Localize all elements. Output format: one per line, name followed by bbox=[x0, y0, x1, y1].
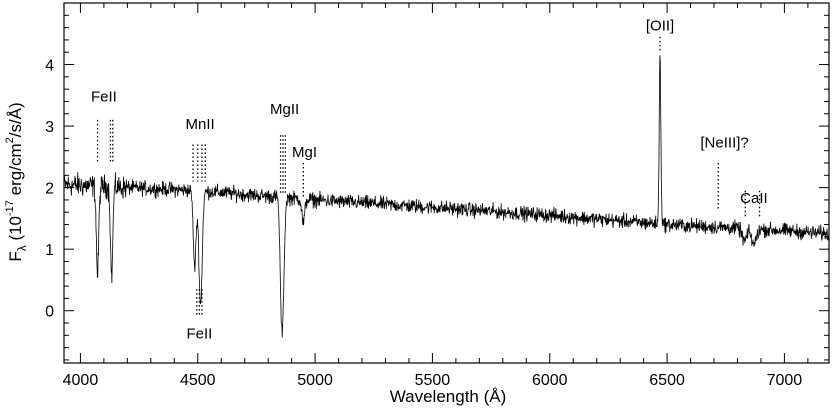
y-axis-title: Fλ (10-17 erg/cm2/s/Å) bbox=[4, 102, 29, 261]
line-annotation: [NeIII]? bbox=[700, 135, 749, 210]
line-label: FeII bbox=[91, 88, 117, 105]
line-annotation: [OII] bbox=[646, 18, 674, 53]
line-label: FeII bbox=[186, 325, 212, 342]
line-label: [NeIII]? bbox=[700, 135, 748, 152]
x-tick-label: 4500 bbox=[180, 372, 216, 389]
plot-frame bbox=[63, 2, 830, 364]
y-tick-label: 1 bbox=[45, 242, 54, 259]
line-annotation: FeII bbox=[91, 88, 117, 163]
y-axis-title-mid: erg/cm bbox=[6, 143, 25, 200]
axis-ticks bbox=[64, 3, 829, 363]
line-annotation: FeII bbox=[186, 289, 212, 342]
y-tick-label: 3 bbox=[45, 119, 54, 136]
x-tick-label: 6000 bbox=[532, 372, 568, 389]
y-axis-title-post: /s/Å) bbox=[6, 102, 25, 137]
y-tick-label: 4 bbox=[45, 58, 54, 75]
x-tick-label: 4000 bbox=[63, 372, 99, 389]
y-tick-label: 2 bbox=[45, 181, 54, 198]
y-tick-labels: 0 1 2 3 4 bbox=[45, 58, 54, 321]
x-tick-label: 5500 bbox=[415, 372, 451, 389]
line-label: CaII bbox=[740, 190, 768, 207]
line-annotation: MgII bbox=[270, 101, 299, 194]
x-tick-labels: 4000 4500 5000 5500 6000 6500 7000 bbox=[63, 372, 803, 389]
line-annotations: FeII MnII MgII MgI [OII] [NeIII]? CaII FeII bbox=[91, 18, 768, 343]
line-annotation: MgI bbox=[292, 144, 317, 197]
y-axis-title-exp: -17 bbox=[4, 200, 16, 216]
y-axis-title-base: F bbox=[6, 251, 25, 261]
line-label: MgI bbox=[292, 144, 317, 161]
x-tick-label: 5000 bbox=[297, 372, 333, 389]
y-axis-title-sub: λ bbox=[15, 245, 29, 251]
y-axis-title-pre: (10 bbox=[6, 216, 25, 245]
spectrum-line bbox=[63, 55, 830, 338]
x-axis-title: Wavelength (Å) bbox=[390, 387, 507, 406]
line-label: [OII] bbox=[646, 18, 674, 35]
y-axis-title-exp2: 2 bbox=[4, 137, 16, 143]
x-tick-label: 7000 bbox=[767, 372, 803, 389]
x-tick-label: 6500 bbox=[649, 372, 685, 389]
y-tick-label: 0 bbox=[45, 304, 54, 321]
line-annotation: CaII bbox=[740, 190, 768, 219]
line-annotation: MnII bbox=[186, 116, 215, 182]
line-label: MnII bbox=[186, 116, 215, 133]
line-label: MgII bbox=[270, 101, 299, 118]
